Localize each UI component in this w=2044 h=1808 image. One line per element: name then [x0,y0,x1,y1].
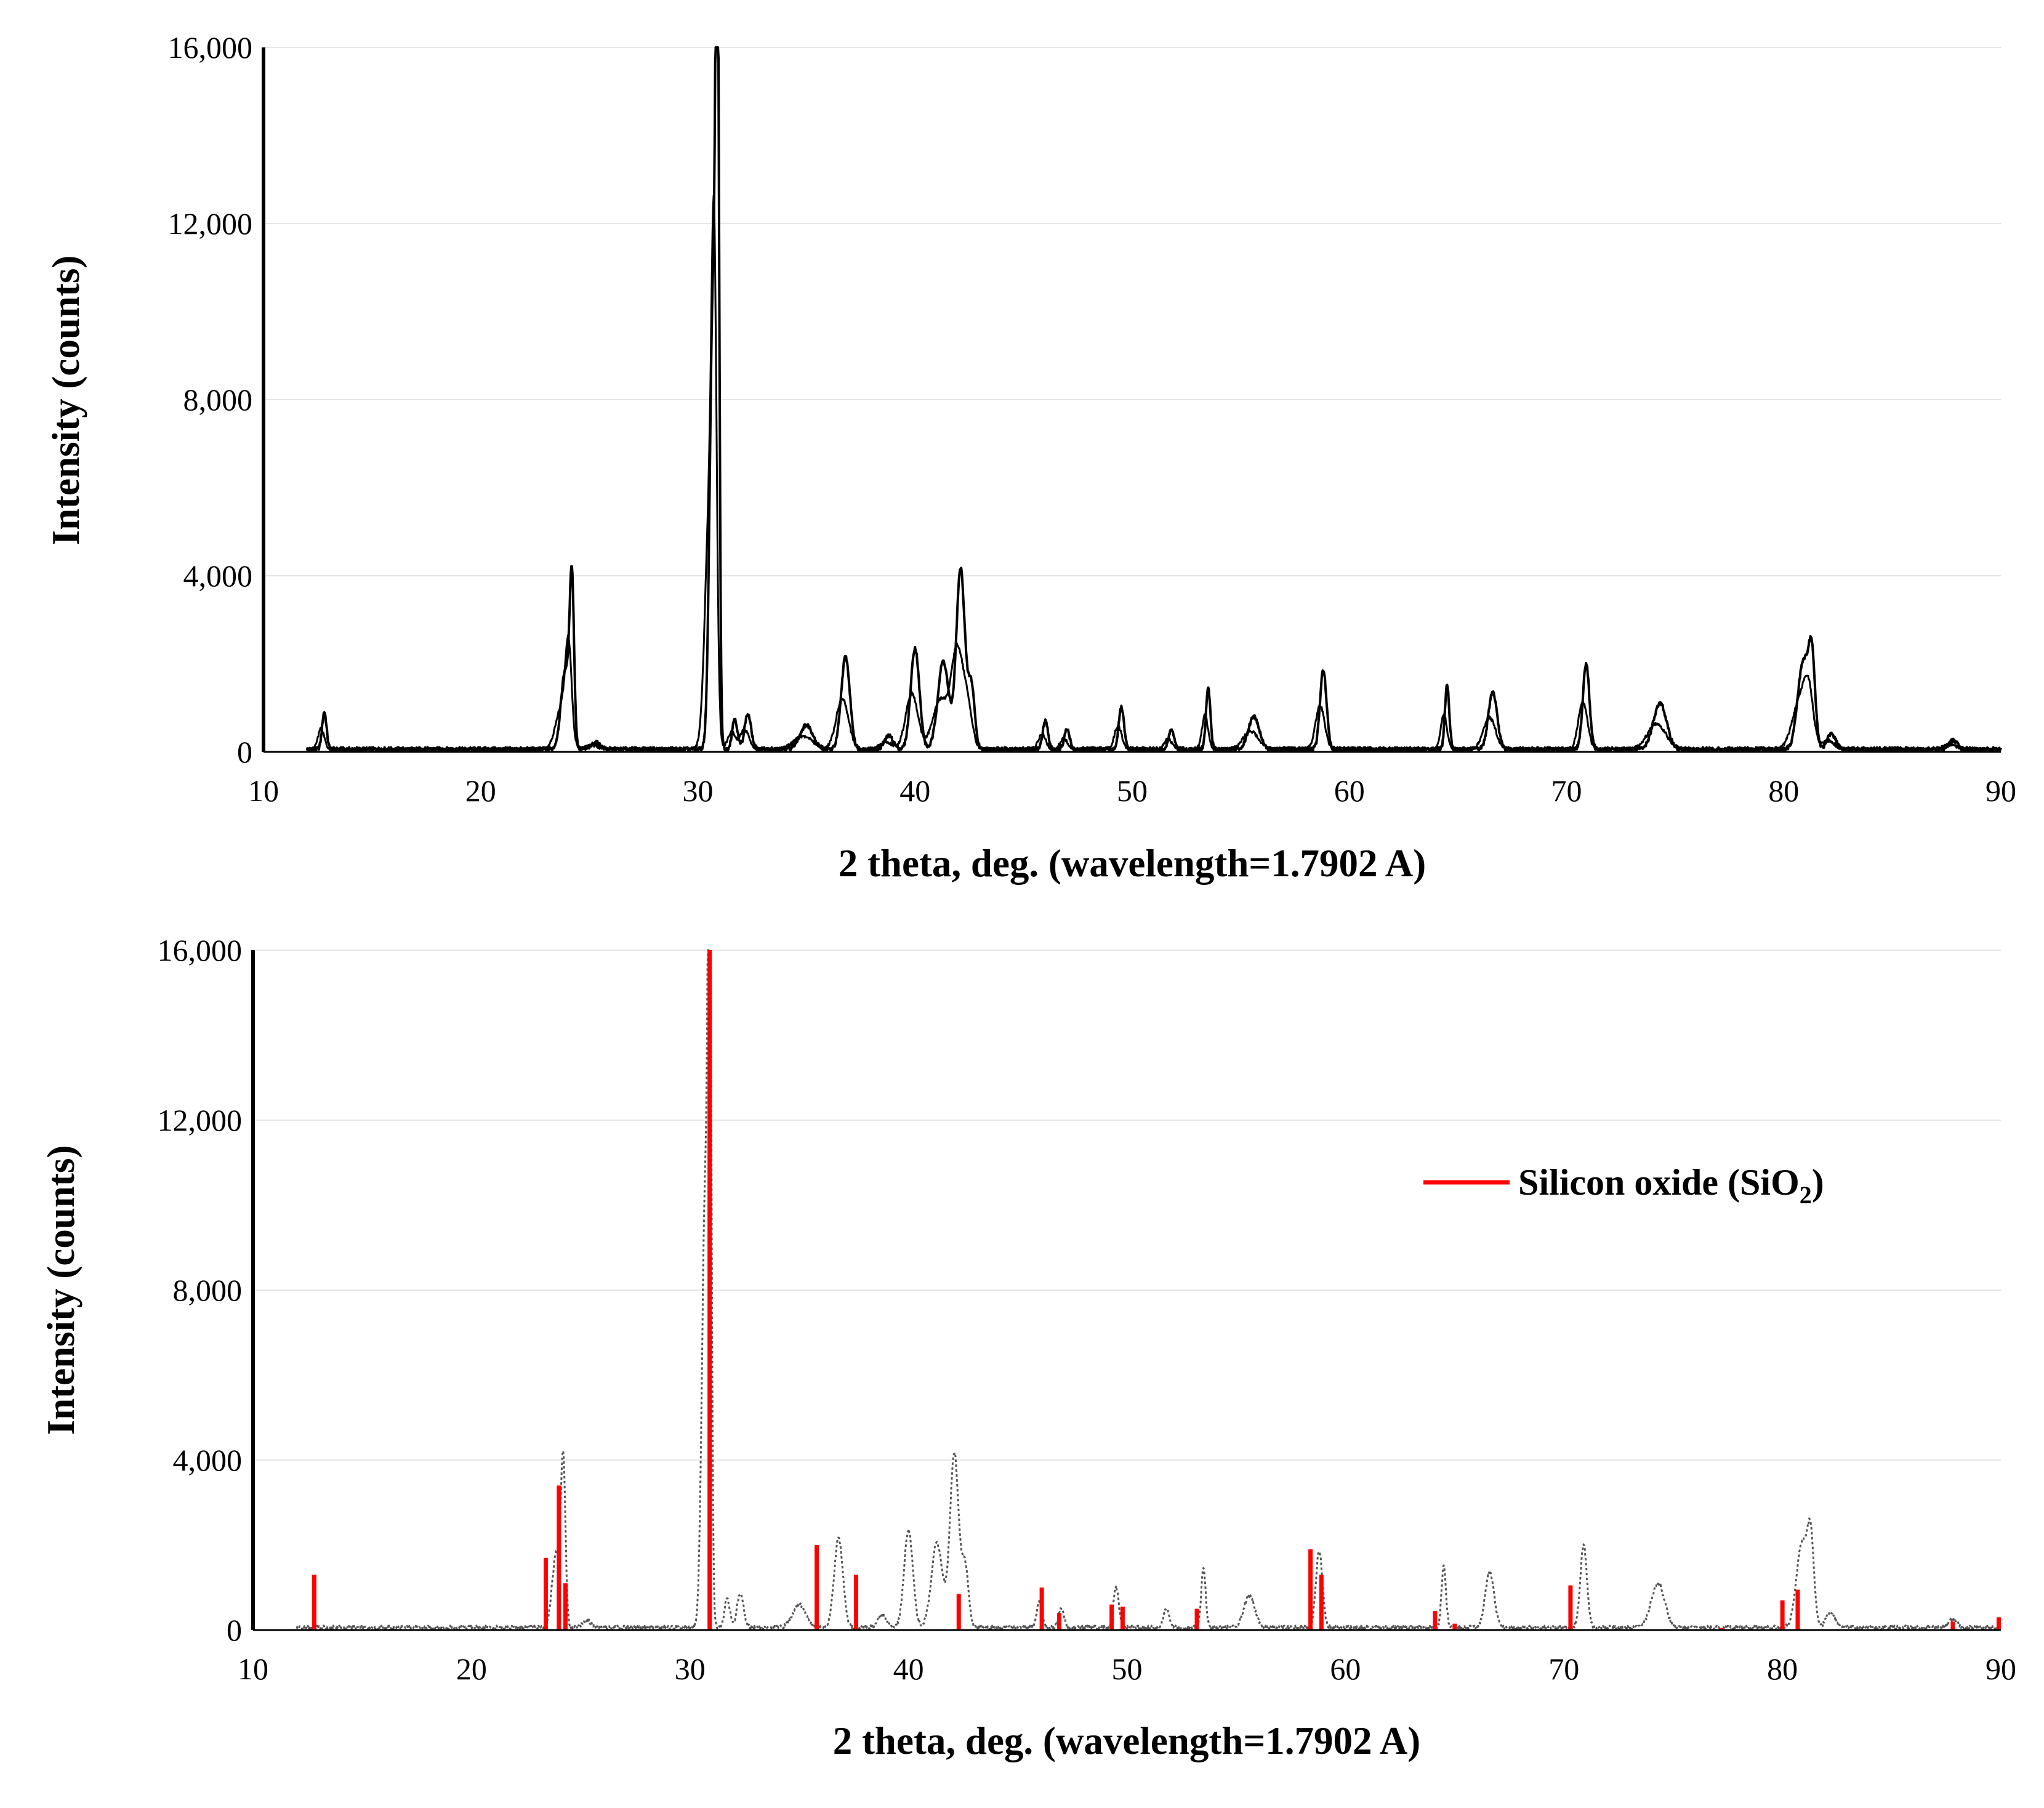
bottom-y-tick-label: 0 [227,1613,242,1647]
top-x-tick-label: 40 [899,773,930,808]
chart-top: 0 4,000 8,000 12,000 16,000 10 20 30 40 50 60 70 80… [44,30,2016,885]
top-axes [262,47,2001,753]
bottom-series [296,949,2002,1631]
legend-label-end: ) [1812,1162,1824,1203]
bottom-y-tick-label: 8,000 [173,1273,243,1307]
bottom-xrd-series-line [296,949,2002,1631]
top-y-tick-label: 8,000 [183,382,253,417]
top-xrd-series-line-overlay [306,194,2002,752]
top-x-tick-label: 30 [683,773,714,808]
bottom-reference-sticks [312,950,2001,1630]
top-y-axis-title: Intensity (counts) [44,256,87,546]
bottom-x-tick-label: 60 [1330,1652,1361,1686]
legend-label-subscript: 2 [1800,1181,1812,1209]
top-x-tick-label: 90 [1986,773,2016,808]
top-y-tick-label: 12,000 [168,206,253,241]
bottom-x-tick-label: 40 [893,1652,924,1686]
chart-bottom: 0 4,000 8,000 12,000 16,000 10 20 30 40 50 60 70 80… [39,933,2016,1762]
legend-label-main: Silicon oxide (SiO [1518,1162,1800,1203]
bottom-y-ticks: 0 4,000 8,000 12,000 16,000 [158,933,243,1647]
top-x-tick-label: 70 [1551,773,1582,808]
bottom-y-axis-title: Intensity (counts) [39,1145,82,1435]
bottom-x-axis-title: 2 theta, deg. (wavelength=1.7902 A) [833,1719,1421,1762]
bottom-y-tick-label: 4,000 [173,1443,243,1477]
bottom-x-tick-label: 50 [1112,1652,1143,1686]
top-x-ticks: 10 20 30 40 50 60 70 80 90 [248,773,2016,808]
bottom-y-tick-label: 12,000 [158,1103,243,1137]
top-x-tick-label: 10 [248,773,279,808]
bottom-gridlines [253,950,2001,1461]
top-y-tick-label: 16,000 [168,30,253,65]
bottom-x-ticks: 10 20 30 40 50 60 70 80 90 [238,1652,2016,1686]
bottom-axes [251,950,2001,1631]
top-x-tick-label: 60 [1334,773,1365,808]
bottom-x-tick-label: 30 [675,1652,706,1686]
top-gridlines [264,47,2001,576]
bottom-x-tick-label: 20 [456,1652,487,1686]
top-x-axis-title: 2 theta, deg. (wavelength=1.7902 A) [839,842,1426,885]
top-x-tick-label: 80 [1768,773,1799,808]
top-y-tick-label: 4,000 [183,559,253,593]
bottom-x-tick-label: 90 [1986,1652,2016,1686]
top-y-tick-label: 0 [237,735,252,769]
bottom-y-tick-label: 16,000 [158,933,243,967]
top-x-tick-label: 50 [1117,773,1148,808]
top-x-tick-label: 20 [465,773,496,808]
bottom-x-tick-label: 80 [1767,1652,1798,1686]
bottom-x-tick-label: 70 [1548,1652,1579,1686]
legend-label: Silicon oxide (SiO2) [1518,1162,1824,1209]
bottom-x-tick-label: 10 [238,1652,268,1686]
top-series [305,46,2002,753]
legend: Silicon oxide (SiO2) [1423,1162,1824,1209]
top-y-ticks: 0 4,000 8,000 12,000 16,000 [168,30,253,769]
